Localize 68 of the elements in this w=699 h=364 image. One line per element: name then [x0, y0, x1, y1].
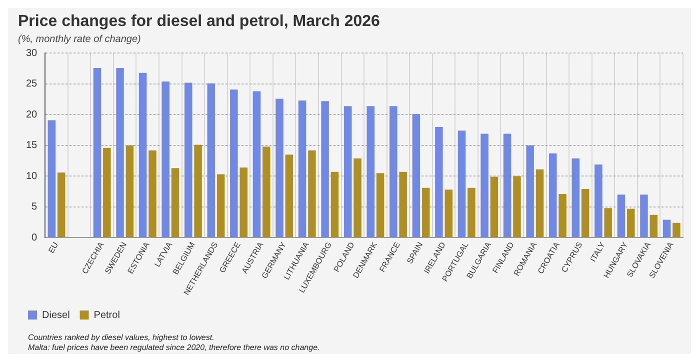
legend-label: Petrol — [94, 310, 120, 321]
bar — [412, 114, 420, 238]
bar — [230, 89, 238, 238]
bar — [207, 83, 216, 238]
legend-label: Diesel — [42, 310, 70, 321]
bar — [672, 222, 680, 238]
y-tick-label: 0 — [32, 232, 38, 244]
bar — [617, 194, 626, 238]
bar — [171, 168, 180, 238]
bar — [57, 172, 66, 238]
bar — [640, 194, 648, 238]
bar — [148, 150, 156, 238]
bar — [536, 169, 544, 238]
bar — [390, 106, 398, 238]
bar — [240, 168, 248, 238]
bar — [298, 100, 306, 238]
bar — [435, 126, 443, 238]
bar — [480, 134, 488, 238]
bar — [162, 81, 170, 238]
bar — [252, 91, 261, 238]
bar — [308, 150, 316, 238]
bar — [662, 220, 671, 238]
bar — [262, 146, 270, 238]
y-tick-label: 15 — [26, 140, 38, 152]
bar — [48, 120, 56, 238]
bar — [581, 189, 590, 238]
bar — [548, 153, 557, 238]
bar — [399, 172, 407, 238]
bar — [138, 72, 147, 238]
bar — [468, 188, 476, 238]
bar — [513, 176, 521, 238]
bar — [444, 190, 453, 238]
text: Malta: fuel prices have been regulated since 2020, therefore there was no change. — [28, 343, 320, 352]
bar — [604, 208, 612, 238]
bar — [526, 145, 534, 238]
bar — [650, 214, 658, 238]
y-tick-label: 30 — [26, 48, 38, 59]
bar — [422, 188, 430, 238]
bar — [93, 68, 102, 238]
bar — [503, 134, 512, 238]
bar — [184, 82, 192, 238]
bar — [126, 145, 134, 238]
bar — [344, 106, 352, 238]
chart-subtitle: (%, monthly rate of change) — [18, 34, 141, 45]
bar — [376, 173, 384, 238]
y-tick-label: 5 — [32, 202, 38, 213]
text: Countries ranked by diesel values, highest to lowest. — [28, 333, 214, 342]
bar — [285, 154, 294, 238]
bar — [458, 130, 466, 238]
chart-title: Price changes for diesel and petrol, March 2026 — [18, 13, 380, 30]
x-tick-label: EU — [46, 240, 60, 255]
bar — [627, 208, 635, 238]
bar — [276, 98, 284, 238]
bar — [116, 68, 124, 238]
bar — [194, 144, 202, 238]
bar — [490, 176, 498, 238]
y-tick-label: 20 — [26, 109, 38, 120]
bar — [558, 194, 566, 238]
bar — [572, 158, 580, 238]
y-tick-label: 25 — [26, 78, 38, 90]
bar — [366, 106, 374, 238]
bar — [103, 148, 111, 238]
bar — [594, 164, 602, 238]
bar — [354, 158, 362, 238]
y-tick-label: 10 — [26, 170, 38, 182]
bar — [216, 174, 225, 238]
bar — [321, 101, 329, 238]
bar — [330, 172, 339, 238]
